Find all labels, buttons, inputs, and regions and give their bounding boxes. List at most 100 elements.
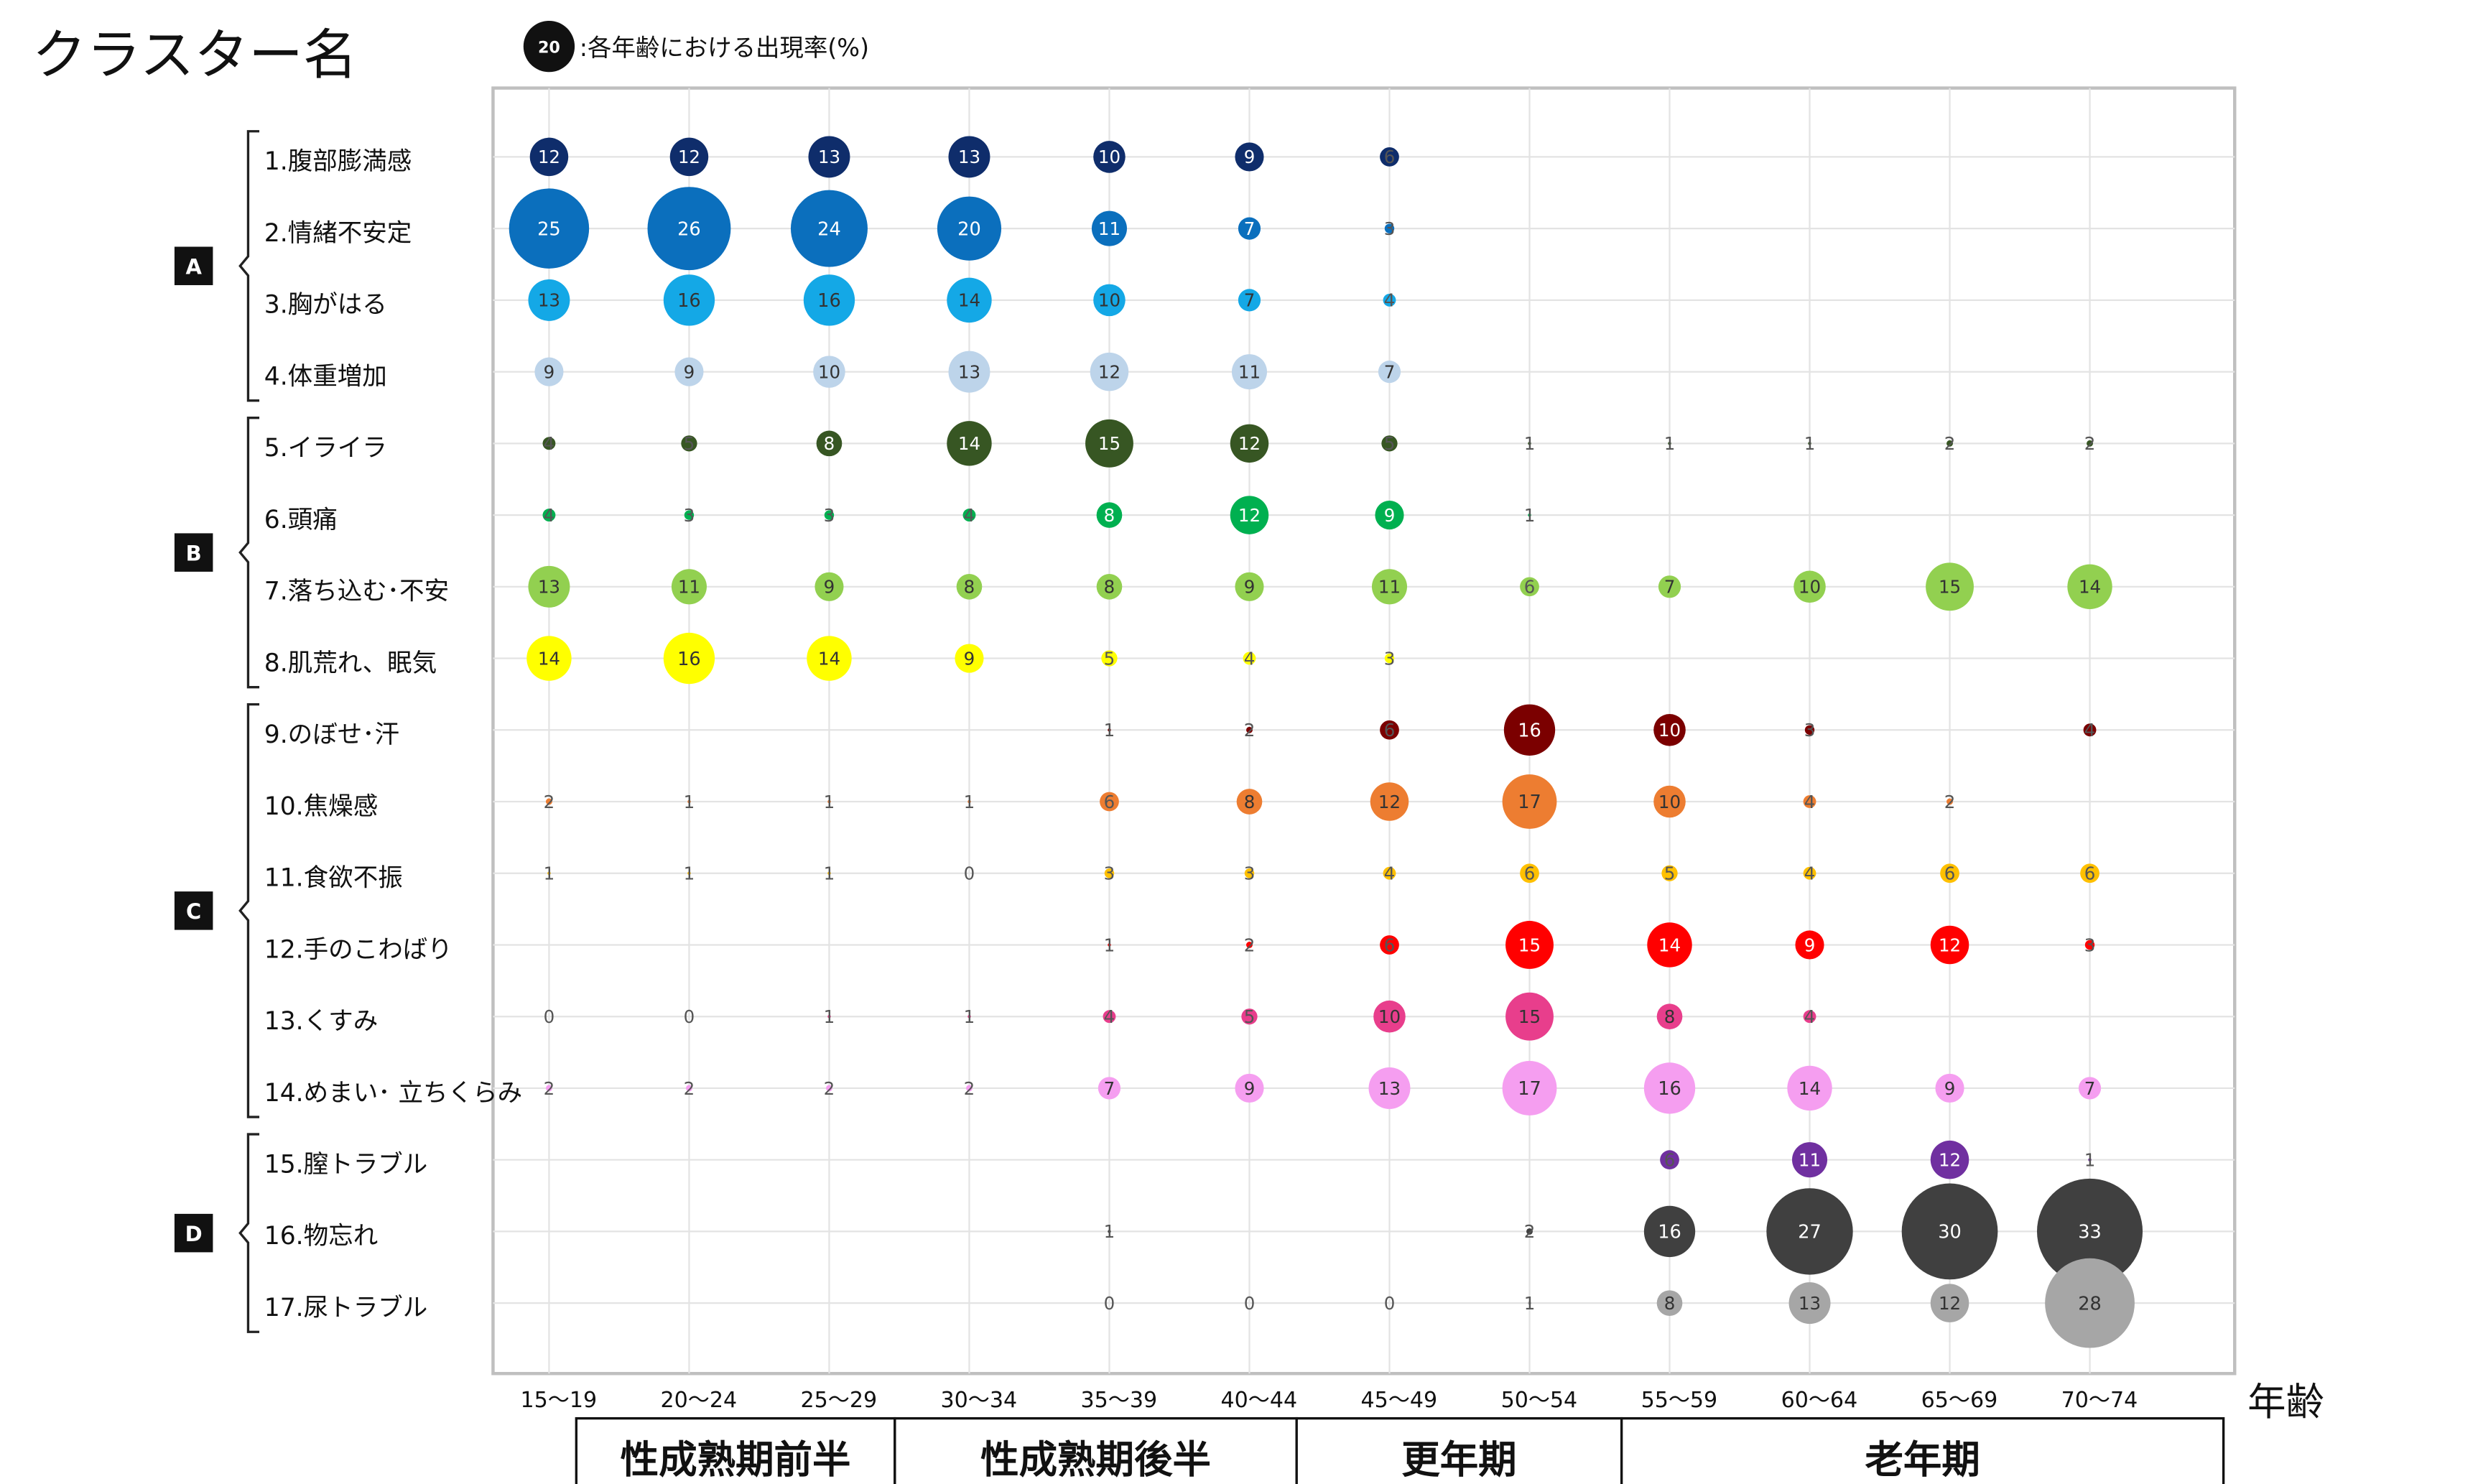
- bubble: [542, 437, 556, 450]
- bubble-label: 13: [1378, 1078, 1401, 1099]
- bubble-label: 14: [1658, 935, 1681, 955]
- group-badge: [174, 533, 213, 572]
- bubble: [1658, 575, 1681, 598]
- x-tick-label: 60～64: [1781, 1388, 1858, 1413]
- bubble-label: 10: [1658, 720, 1681, 741]
- bubble-label: 14: [1799, 1078, 1821, 1099]
- bubble: [1520, 577, 1539, 597]
- bubble: [671, 569, 707, 605]
- bubble-label: 3: [1384, 218, 1396, 239]
- bubble-label: 1: [1804, 433, 1816, 454]
- bubble: [663, 632, 715, 685]
- bubble-label: 1: [1104, 1221, 1115, 1242]
- legend-bubble-value: 20: [538, 39, 560, 57]
- bubble-label: 8: [1664, 1293, 1676, 1314]
- bubble-label: 1: [2084, 1150, 2096, 1171]
- bubble-label: 16: [817, 290, 841, 312]
- bubble-label: 16: [1518, 720, 1541, 742]
- bubble: [1230, 424, 1269, 463]
- bubble: [1383, 866, 1396, 880]
- bubble: [669, 137, 709, 177]
- group-badge-label: A: [185, 254, 202, 279]
- bubble-label: 7: [1244, 290, 1256, 311]
- bubble-label: 0: [1384, 1293, 1396, 1314]
- bubble: [826, 1085, 832, 1092]
- bubble: [687, 871, 691, 875]
- bubble: [937, 196, 1002, 261]
- bubble-label: 12: [1098, 361, 1120, 382]
- bubble: [1503, 704, 1556, 756]
- bubble: [1502, 1061, 1557, 1116]
- bubble-label: 25: [537, 218, 561, 240]
- bubble-label: 8: [1664, 1006, 1676, 1027]
- bubble: [1375, 501, 1404, 530]
- bubble: [808, 136, 850, 178]
- bubble-label: 6: [1944, 863, 1956, 884]
- bubble: [1246, 942, 1253, 948]
- bubble-label: 3: [1104, 863, 1115, 884]
- row-label: 6.頭痛: [264, 506, 338, 534]
- bubble-label: 9: [824, 577, 835, 598]
- bubble: [1101, 650, 1118, 667]
- bubble-label: 3: [824, 505, 835, 526]
- bubble-label: 27: [1798, 1222, 1822, 1243]
- bubble-label: 14: [958, 433, 980, 454]
- bubble: [1384, 653, 1395, 664]
- bubble: [1243, 651, 1256, 665]
- bubble: [815, 572, 844, 601]
- bubble: [1368, 1067, 1411, 1109]
- bubble-label: 13: [538, 577, 560, 598]
- row-label: 11.食欲不振: [264, 864, 403, 893]
- bubble: [529, 137, 569, 177]
- bubble: [547, 871, 551, 875]
- bubble: [687, 799, 691, 804]
- bubble: [1235, 142, 1264, 172]
- bubble: [1108, 1230, 1111, 1233]
- legend-text: :各年齢における出現率(%): [580, 34, 869, 62]
- bubble-label: 12: [538, 147, 560, 167]
- row-label: 3.胸がはる: [264, 291, 387, 320]
- bubble-label: 0: [1244, 1293, 1256, 1314]
- bubble-label: 2: [964, 1078, 975, 1099]
- bubble: [1380, 147, 1399, 167]
- bubble-label: 14: [818, 648, 840, 669]
- bubble: [827, 799, 831, 804]
- bubble: [528, 565, 570, 608]
- bubble: [681, 435, 697, 452]
- bubble: [1244, 868, 1255, 878]
- bubble: [2045, 1258, 2135, 1348]
- bubble-label: 11: [1238, 361, 1261, 382]
- bubble-label: 1: [964, 1006, 975, 1027]
- bubble-label: 6: [1524, 863, 1536, 884]
- bubble-label: 7: [2084, 1078, 2096, 1099]
- bubble: [1808, 442, 1811, 445]
- bubble: [509, 188, 590, 269]
- bubble-label: 12: [1238, 505, 1261, 526]
- bubble: [813, 356, 845, 388]
- bubble-label: 16: [1658, 1222, 1681, 1243]
- bubble-label: 1: [1664, 433, 1676, 454]
- bubble-label: 2: [684, 1078, 695, 1099]
- bubble: [1235, 1073, 1264, 1103]
- row-label: 15.膣トラブル: [264, 1151, 428, 1179]
- bubble: [663, 274, 715, 326]
- bubble-label: 2: [1944, 433, 1956, 454]
- life-stage-box: [1295, 1416, 1623, 1484]
- bubble-label: 10: [1378, 1006, 1401, 1027]
- bubble-label: 8: [964, 577, 975, 598]
- bubble: [948, 351, 990, 393]
- bubble-label: 3: [2084, 935, 2096, 955]
- bubble-label: 12: [1939, 1150, 1961, 1171]
- bubble: [1804, 725, 1815, 735]
- bubble-label: 16: [677, 290, 701, 312]
- bubble-label: 12: [1238, 433, 1261, 454]
- bubble-label: 4: [544, 505, 555, 526]
- bubble-label: 24: [817, 218, 841, 240]
- bubble: [1656, 1003, 1683, 1030]
- bubble: [1901, 1183, 1998, 1280]
- bubble-label: 3: [684, 505, 695, 526]
- bubble: [674, 357, 704, 386]
- bubble-label: 4: [1804, 1006, 1816, 1027]
- bubble-label: 0: [1104, 1293, 1115, 1314]
- row-label: 8.肌荒れ、眠気: [264, 649, 437, 677]
